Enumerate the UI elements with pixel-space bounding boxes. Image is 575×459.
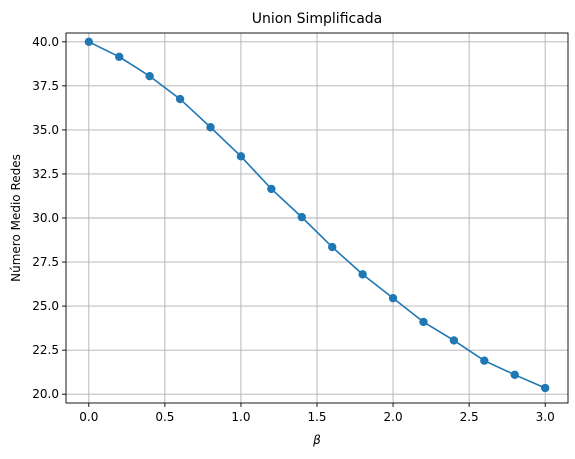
y-axis-label: Número Medio Redes [9,154,23,282]
series-line [88,41,546,389]
data-point [267,184,276,194]
data-point [540,383,550,393]
x-tick-label: 1.5 [307,410,326,424]
data-point [510,370,519,380]
y-tick-label: 25.0 [32,299,59,313]
y-tick-label: 35.0 [32,123,59,137]
x-tick-label: 2.5 [460,410,479,424]
y-tick-label: 27.5 [32,255,59,269]
x-tick-label: 2.0 [384,410,403,424]
grid [66,33,568,403]
data-point [175,94,185,104]
y-tick-label: 32.5 [32,167,59,181]
y-tick-label: 40.0 [32,35,59,49]
data-point [328,242,337,252]
data-point [480,356,489,365]
chart-title: Union Simplificada [252,11,383,27]
x-tick-label: 0.0 [79,410,98,424]
data-point [358,270,367,279]
data-point [115,52,124,61]
y-tick-label: 30.0 [32,211,59,225]
series-layer [84,37,550,393]
ticks: 0.0 0.5 1.0 1.5 2.0 2.5 3.0 20.0 22.5 25.0 27.5 30.… [32,35,554,424]
x-axis-label: β [312,433,321,447]
x-tick-label: 3.0 [536,410,555,424]
x-tick-label: 0.5 [155,410,174,424]
data-point [145,71,154,81]
x-tick-label: 1.0 [231,410,250,424]
y-tick-label: 22.5 [32,343,59,357]
data-point [449,336,459,345]
y-tick-label: 20.0 [32,387,59,401]
data-point [419,317,428,327]
data-point [236,152,246,161]
data-point [206,123,215,132]
data-point [84,37,94,47]
y-tick-label: 37.5 [32,79,59,93]
data-point [297,212,306,222]
data-point [388,293,398,303]
